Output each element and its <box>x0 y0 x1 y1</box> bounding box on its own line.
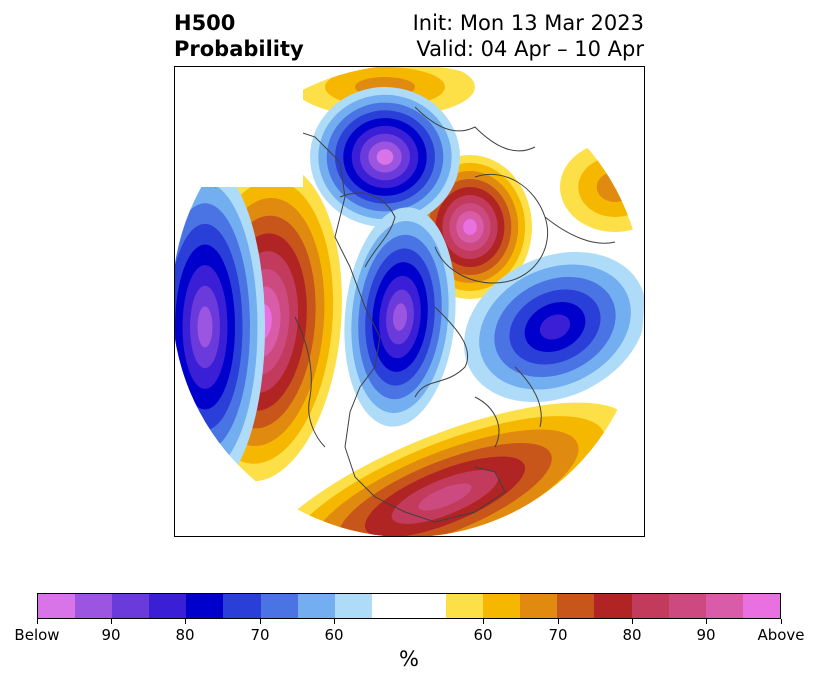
corner-mask-ne <box>565 67 644 221</box>
coastline <box>284 126 506 523</box>
arctic-low-anomaly <box>310 87 460 227</box>
corner-mask-sw <box>175 397 292 536</box>
colorbar-segment <box>594 594 632 618</box>
map-title-right: Init: Mon 13 Mar 2023 Valid: 04 Apr – 10… <box>413 10 644 62</box>
probability-map <box>175 67 644 536</box>
coastline <box>414 306 469 398</box>
coastline <box>294 316 326 448</box>
colorbar <box>37 593 781 619</box>
polar-stereographic-map <box>174 66 645 537</box>
valid-period: Valid: 04 Apr – 10 Apr <box>416 37 644 61</box>
colorbar-tick-label: 60 <box>324 626 344 644</box>
colorbar-segment <box>297 594 335 618</box>
colorbar-tick <box>260 619 261 624</box>
coastline <box>474 396 500 448</box>
east-low-anomaly <box>463 251 644 403</box>
corner-mask-se <box>528 401 644 536</box>
init-time: Init: Mon 13 Mar 2023 <box>412 11 644 35</box>
colorbar-unit: % <box>399 647 419 671</box>
colorbar-segment <box>520 594 558 618</box>
colorbar-tick <box>483 619 484 624</box>
colorbar-segment <box>371 594 447 618</box>
coastline <box>514 366 542 428</box>
map-title-left: H500 Probability <box>174 10 304 62</box>
colorbar-segment <box>631 594 669 618</box>
colorbar-tick-label: Above <box>757 626 805 644</box>
colorbar-segment <box>149 594 187 618</box>
colorbar-segment <box>186 594 224 618</box>
corner-mask-nw <box>175 67 295 217</box>
anomaly-fields <box>175 67 644 536</box>
product-title: Probability <box>174 37 304 61</box>
coastline <box>434 173 549 284</box>
colorbar-segment <box>75 594 113 618</box>
colorbar-segment <box>557 594 595 618</box>
colorbar-segment <box>446 594 484 618</box>
colorbar-segment <box>668 594 706 618</box>
coastline <box>339 192 396 268</box>
colorbar-segment <box>334 594 372 618</box>
colorbar-tick <box>37 619 38 624</box>
colorbar-tick <box>781 619 782 624</box>
colorbar-tick <box>706 619 707 624</box>
colorbar-segment <box>483 594 521 618</box>
colorbar-tick-label: 90 <box>696 626 716 644</box>
colorbar-segment <box>260 594 298 618</box>
colorbar-tick-label: Below <box>14 626 60 644</box>
coastline <box>414 106 536 152</box>
variable-title: H500 <box>174 11 236 35</box>
colorbar-tick-label: 70 <box>548 626 568 644</box>
colorbar-segment <box>742 594 780 618</box>
colorbar-segment <box>38 594 76 618</box>
coastline <box>544 216 616 244</box>
colorbar-tick-label: 60 <box>473 626 493 644</box>
colorbar-tick-label: 80 <box>622 626 642 644</box>
colorbar-segment <box>223 594 261 618</box>
colorbar-tick <box>334 619 335 624</box>
atlantic-high-anomaly <box>258 402 632 536</box>
colorbar-tick-label: 90 <box>101 626 121 644</box>
alaska-low-anomaly <box>175 162 265 492</box>
colorbar-tick <box>185 619 186 624</box>
colorbar-segment <box>705 594 743 618</box>
colorbar-tick <box>558 619 559 624</box>
colorbar-segment <box>112 594 150 618</box>
colorbar-tick <box>111 619 112 624</box>
colorbar-tick <box>632 619 633 624</box>
colorbar-tick-label: 80 <box>175 626 195 644</box>
colorbar-tick-label: 70 <box>250 626 270 644</box>
central-low-anomaly <box>344 207 456 427</box>
